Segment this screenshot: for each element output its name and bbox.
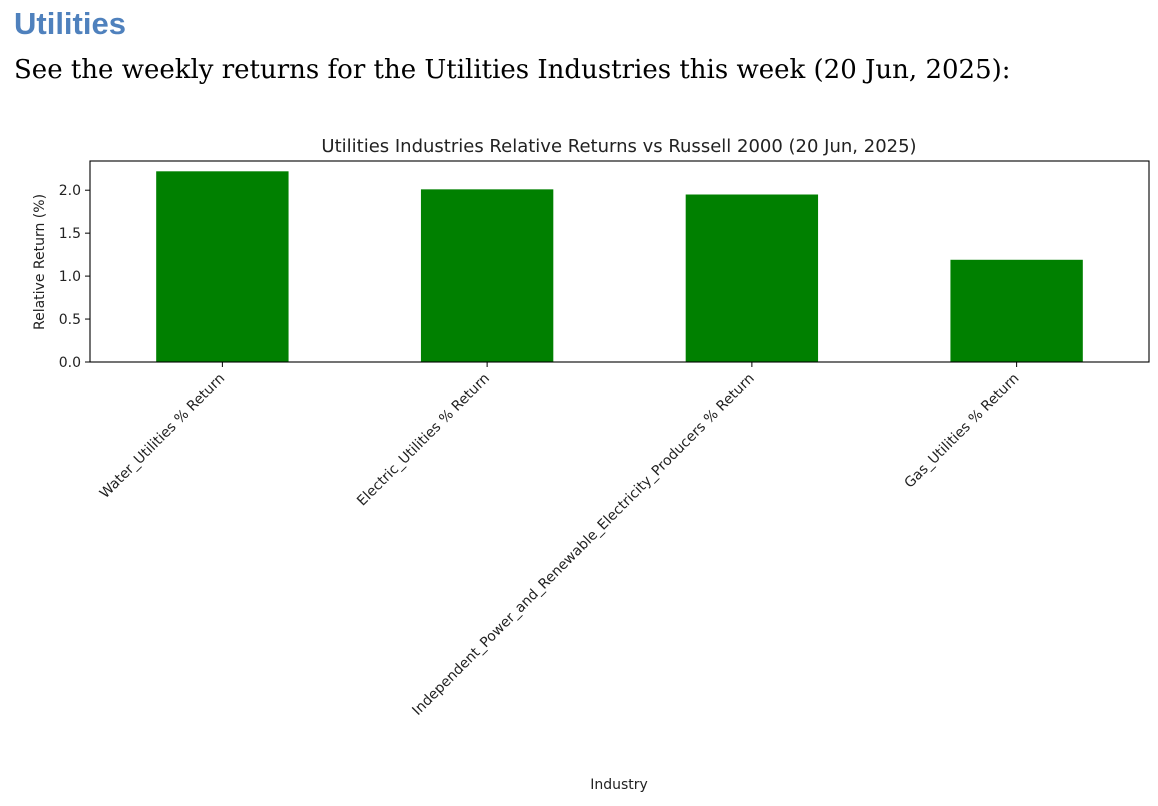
chart-title: Utilities Industries Relative Returns vs… bbox=[321, 136, 916, 157]
x-tick-label: Independent_Power_and_Renewable_Electric… bbox=[409, 371, 757, 719]
y-tick-label: 1.0 bbox=[59, 269, 81, 285]
y-tick-label: 0.5 bbox=[59, 312, 81, 328]
x-tick-label: Water_Utilities % Return bbox=[97, 371, 228, 502]
bar bbox=[420, 189, 554, 362]
intro-text: See the weekly returns for the Utilities… bbox=[14, 55, 1011, 85]
plot-frame bbox=[89, 160, 1150, 363]
y-tick-label: 2.0 bbox=[59, 183, 81, 199]
y-tick-label: 1.5 bbox=[59, 226, 81, 242]
y-tick-label: 0.0 bbox=[59, 355, 81, 371]
y-axis-label: Relative Return (%) bbox=[32, 194, 48, 330]
x-axis-label: Industry bbox=[590, 777, 648, 793]
page-heading: Utilities bbox=[14, 6, 126, 41]
x-tick-label: Electric_Utilities % Return bbox=[354, 371, 493, 510]
bar bbox=[156, 171, 289, 362]
bar bbox=[950, 259, 1083, 362]
bar bbox=[685, 194, 819, 362]
x-tick-label: Gas_Utilities % Return bbox=[901, 371, 1022, 492]
